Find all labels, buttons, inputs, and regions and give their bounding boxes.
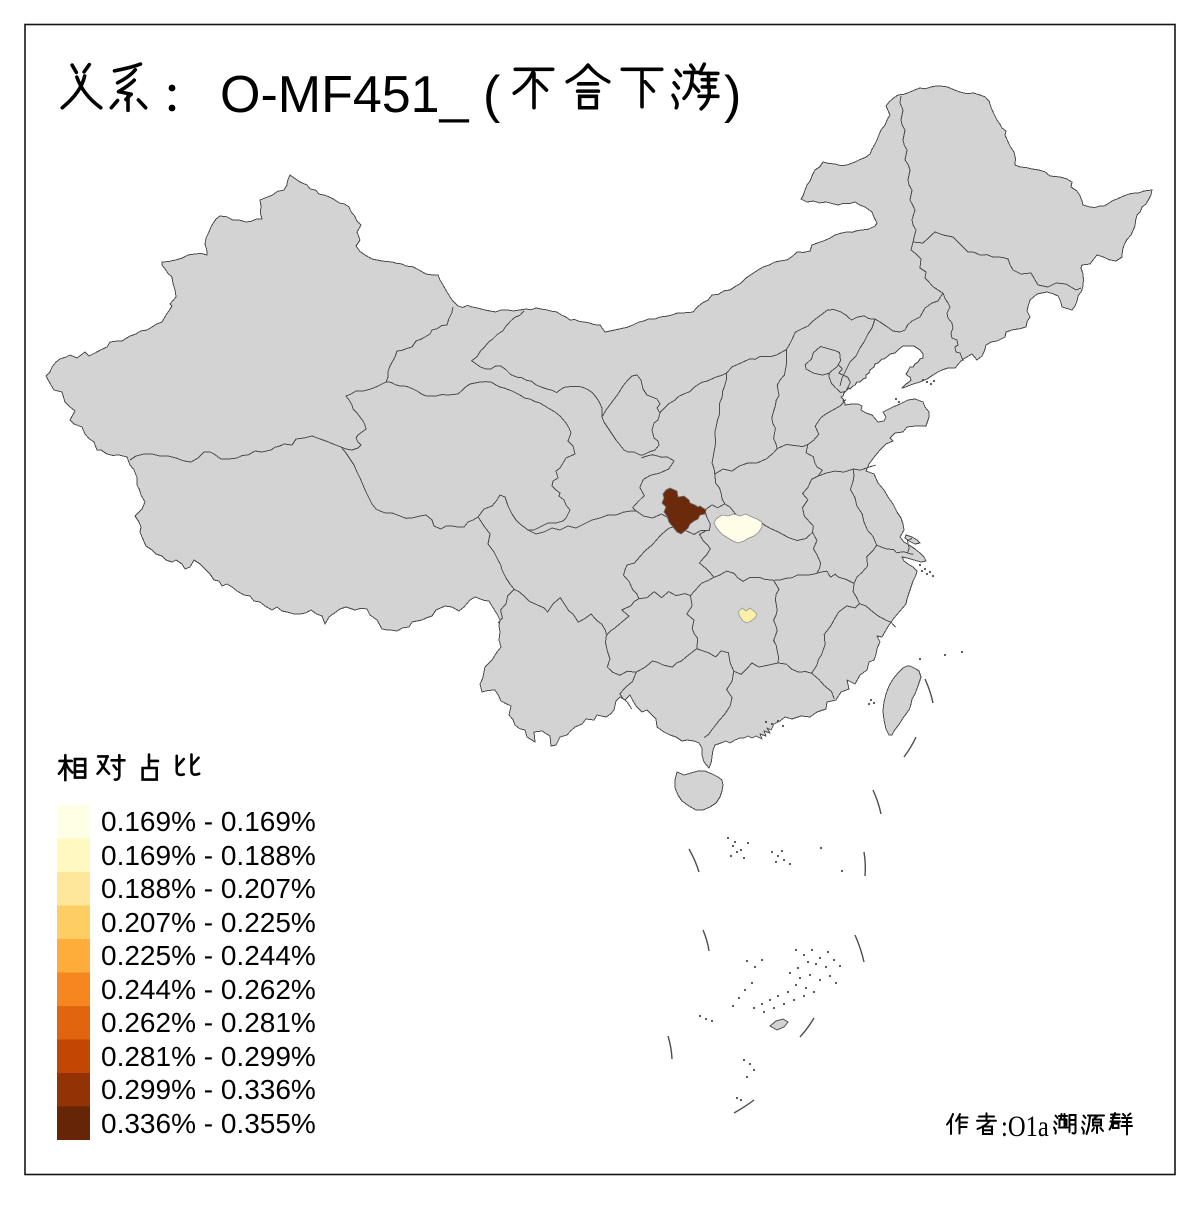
svg-text:O-MF451_ (: O-MF451_ ( [220, 66, 501, 124]
svg-text:0.244% - 0.262%: 0.244% - 0.262% [101, 974, 316, 1005]
svg-text:0.336% - 0.355%: 0.336% - 0.355% [101, 1108, 316, 1139]
svg-text:0.169% - 0.188%: 0.169% - 0.188% [101, 840, 316, 871]
svg-text:0.299% - 0.336%: 0.299% - 0.336% [101, 1074, 316, 1105]
svg-text:0.225% - 0.244%: 0.225% - 0.244% [101, 940, 316, 971]
svg-text:0.169% - 0.169%: 0.169% - 0.169% [101, 806, 316, 837]
svg-text:0.188% - 0.207%: 0.188% - 0.207% [101, 873, 316, 904]
svg-text:): ) [724, 66, 741, 124]
svg-text::O1a: :O1a [1001, 1110, 1049, 1143]
svg-text:0.281% - 0.299%: 0.281% - 0.299% [101, 1041, 316, 1072]
svg-text:0.207% - 0.225%: 0.207% - 0.225% [101, 907, 316, 938]
svg-text:0.262% - 0.281%: 0.262% - 0.281% [101, 1007, 316, 1038]
